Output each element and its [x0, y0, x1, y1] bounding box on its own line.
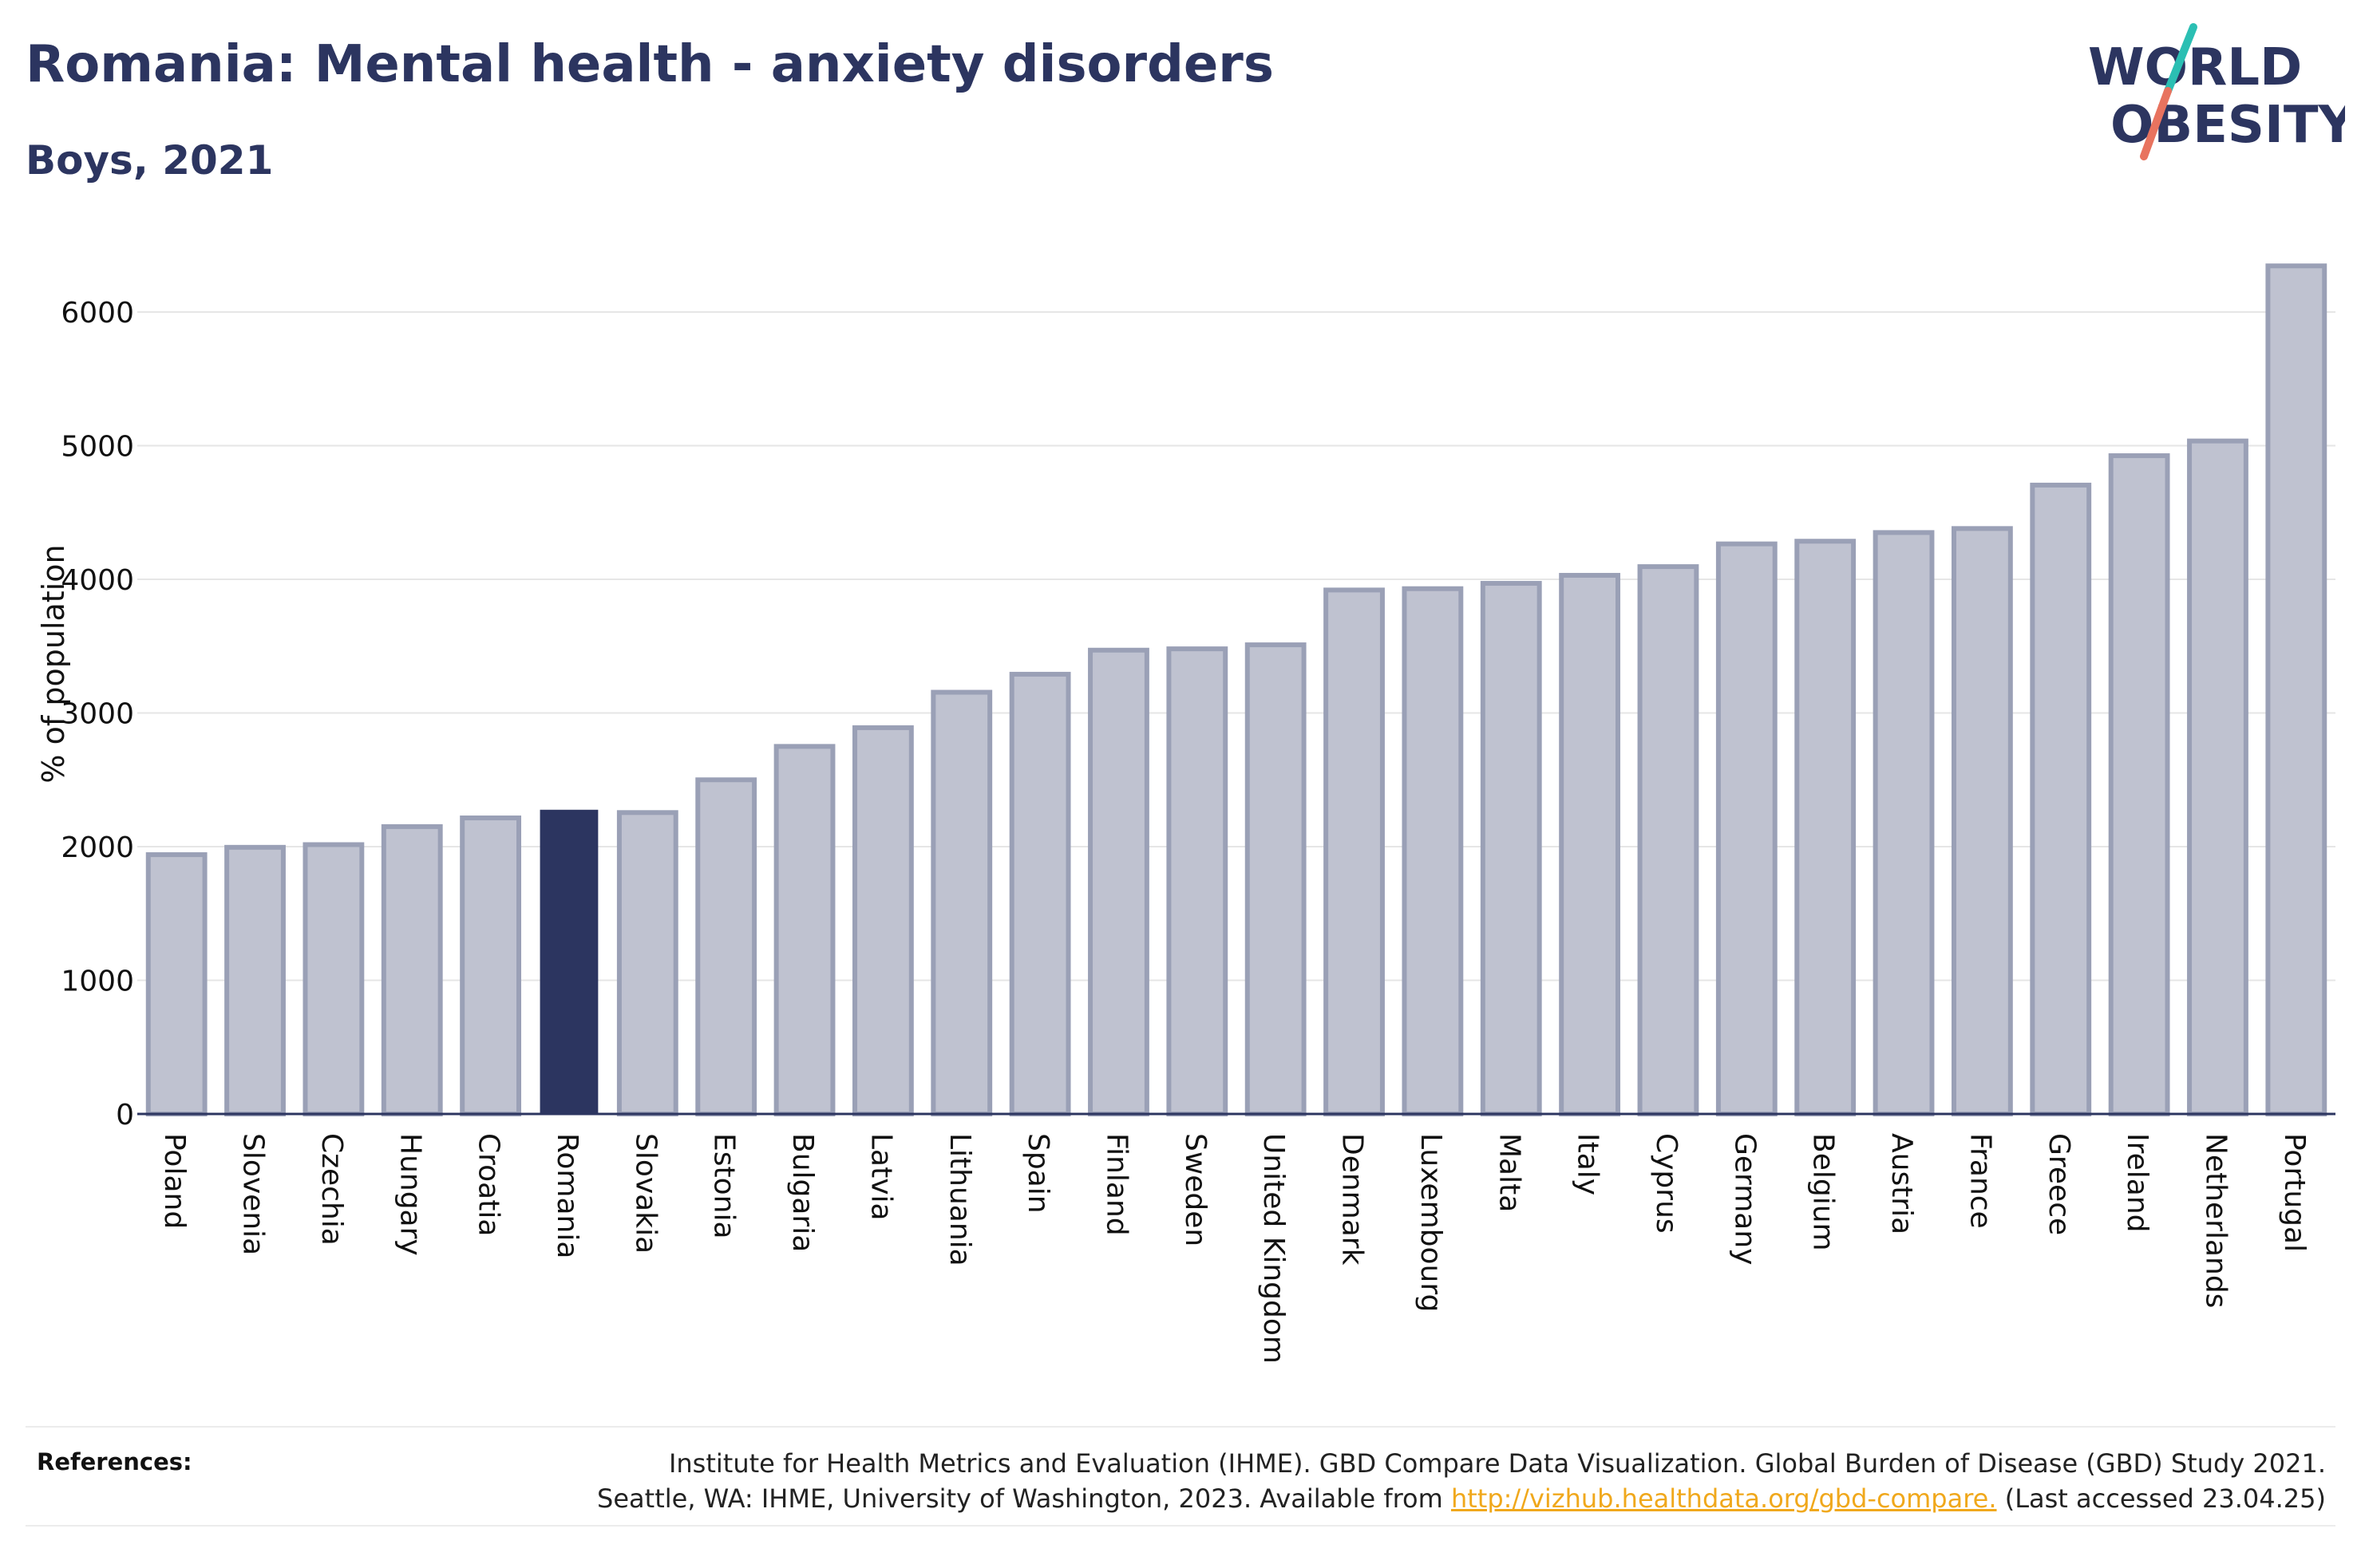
logo-slash-teal	[2164, 23, 2197, 95]
bar-chart: 0 1000 2000 3000 4000 5000 6000 Poland Slovenia C…	[61, 263, 2335, 1364]
logo-line-1: WORLD	[2088, 38, 2302, 97]
references-label: References:	[37, 1448, 192, 1475]
bar-united-kingdom	[1244, 642, 1307, 1116]
y-tick-label: 4000	[61, 564, 134, 597]
x-tick-label: Finland	[1100, 1133, 1133, 1236]
x-tick-label: Belgium	[1807, 1133, 1840, 1251]
bar-portugal	[2265, 263, 2327, 1116]
bar-ireland	[2108, 453, 2170, 1116]
x-tick-label: Sweden	[1179, 1133, 1212, 1246]
y-tick-label: 1000	[61, 966, 134, 998]
x-tick-label: Bulgaria	[786, 1133, 819, 1252]
x-tick-label: Malta	[1493, 1133, 1525, 1212]
x-tick-label: Austria	[1885, 1133, 1918, 1234]
bar-latvia	[852, 725, 914, 1116]
bar-slovakia	[616, 810, 678, 1116]
y-tick-label: 2000	[61, 831, 134, 864]
bar-france	[1951, 526, 2013, 1116]
x-tick-label: Netherlands	[2199, 1133, 2232, 1308]
bar-spain	[1009, 671, 1071, 1116]
bar-italy	[1559, 572, 1621, 1116]
references-line-1: Institute for Health Metrics and Evaluat…	[668, 1448, 2326, 1479]
bar-estonia	[695, 777, 757, 1116]
bar-cyprus	[1637, 564, 1699, 1116]
world-obesity-logo: WORLD OBESITY	[2088, 23, 2345, 160]
x-tick-label: Romania	[551, 1133, 583, 1258]
x-tick-label: Spain	[1022, 1133, 1054, 1214]
bar-austria	[1873, 530, 1935, 1116]
bar-germany	[1715, 541, 1778, 1116]
bar-slovenia	[224, 844, 286, 1117]
bar-bulgaria	[773, 744, 836, 1116]
x-tick-label: Latvia	[864, 1133, 897, 1221]
logo-slash-coral	[2140, 87, 2172, 160]
x-tick-label: United Kingdom	[1257, 1133, 1290, 1364]
x-tick-label: Slovakia	[629, 1133, 662, 1254]
x-tick-label: Hungary	[394, 1133, 426, 1256]
x-tick-label: Czechia	[315, 1133, 348, 1246]
x-tick-label: Estonia	[708, 1133, 741, 1239]
bar-greece	[2030, 482, 2092, 1116]
x-tick-label: Ireland	[2121, 1133, 2153, 1233]
x-tick-label: Slovenia	[237, 1133, 270, 1255]
references-top-divider	[26, 1426, 2335, 1428]
y-tick-label: 3000	[61, 698, 134, 731]
bar-croatia	[460, 815, 522, 1117]
x-tick-label: Germany	[1728, 1133, 1761, 1265]
x-tick-label: Greece	[2043, 1133, 2075, 1235]
x-tick-label: Cyprus	[1650, 1133, 1683, 1234]
y-axis-label: % of population	[36, 544, 71, 784]
x-tick-label: Denmark	[1336, 1133, 1369, 1266]
bar-lithuania	[931, 689, 993, 1116]
x-tick-label: Lithuania	[943, 1133, 976, 1266]
x-tick-label: France	[1964, 1133, 1996, 1229]
y-tick-label: 6000	[61, 297, 134, 330]
bar-denmark	[1323, 587, 1385, 1116]
page-title: Romania: Mental health - anxiety disorde…	[26, 35, 1274, 94]
reference-link[interactable]: http://vizhub.healthdata.org/gbd-compare…	[1450, 1483, 1997, 1514]
x-tick-label: Luxembourg	[1414, 1133, 1447, 1312]
bar-hungary	[381, 823, 443, 1116]
bar-sweden	[1166, 646, 1228, 1116]
x-tick-label: Portugal	[2278, 1133, 2311, 1252]
bar-malta	[1480, 581, 1542, 1116]
references-text: Institute for Health Metrics and Evaluat…	[410, 1446, 2326, 1516]
bar-poland	[145, 852, 208, 1117]
references-bottom-divider	[26, 1525, 2335, 1527]
bar-romania	[540, 809, 599, 1116]
references-line-2: Seattle, WA: IHME, University of Washing…	[410, 1481, 2326, 1516]
page-subtitle: Boys, 2021	[26, 137, 274, 184]
x-tick-label: Italy	[1572, 1133, 1604, 1195]
bar-luxembourg	[1402, 586, 1464, 1116]
bar-czechia	[303, 842, 365, 1117]
x-tick-label: Poland	[158, 1133, 191, 1229]
bar-netherlands	[2187, 438, 2248, 1116]
references-line-2-suffix: (Last accessed 23.04.25)	[1996, 1483, 2326, 1514]
references-line-2-prefix: Seattle, WA: IHME, University of Washing…	[597, 1483, 1451, 1514]
bar-belgium	[1794, 539, 1857, 1116]
y-tick-label: 5000	[61, 431, 134, 464]
y-tick-label: 0	[116, 1099, 134, 1132]
x-tick-label: Croatia	[473, 1133, 505, 1236]
bar-finland	[1088, 647, 1149, 1116]
